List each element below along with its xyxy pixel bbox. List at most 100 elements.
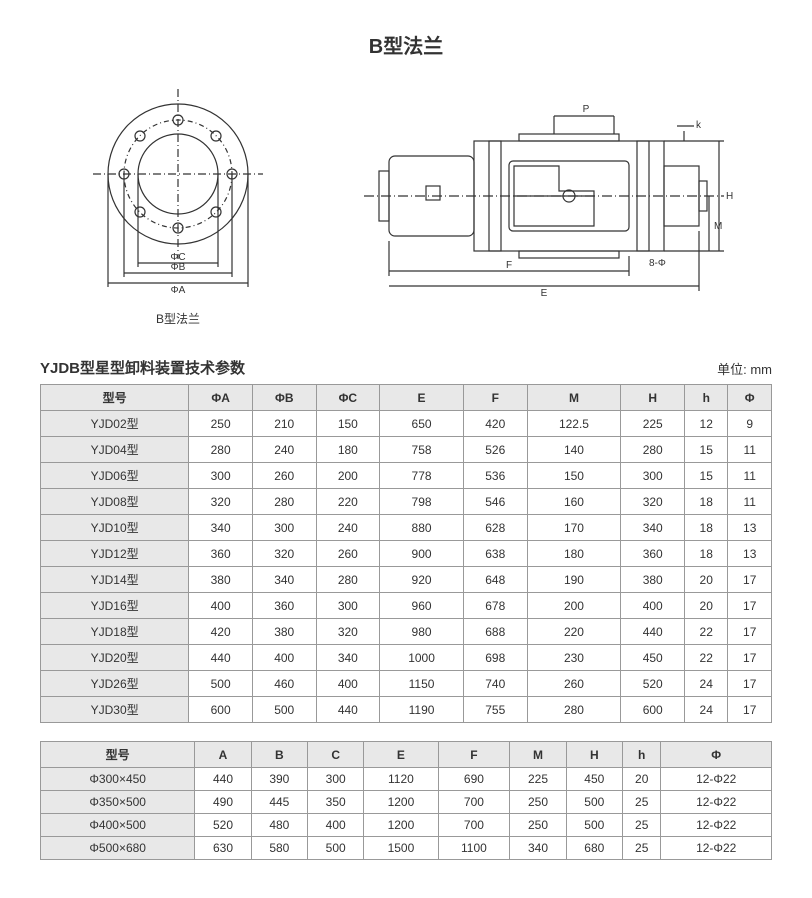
model-cell: Φ400×500 xyxy=(41,814,195,837)
value-cell: 445 xyxy=(251,791,307,814)
value-cell: 140 xyxy=(527,437,621,463)
value-cell: 490 xyxy=(195,791,251,814)
value-cell: 300 xyxy=(308,768,364,791)
model-cell: YJD18型 xyxy=(41,619,189,645)
table-row: Φ350×50049044535012007002505002512-Φ22 xyxy=(41,791,772,814)
value-cell: 340 xyxy=(252,567,316,593)
value-cell: 280 xyxy=(527,697,621,723)
value-cell: 15 xyxy=(685,437,728,463)
model-cell: Φ350×500 xyxy=(41,791,195,814)
table-row: YJD04型2802401807585261402801511 xyxy=(41,437,772,463)
value-cell: 150 xyxy=(316,411,380,437)
value-cell: 400 xyxy=(621,593,685,619)
value-cell: 230 xyxy=(527,645,621,671)
value-cell: 420 xyxy=(189,619,253,645)
model-cell: YJD10型 xyxy=(41,515,189,541)
column-header: ΦA xyxy=(189,385,253,411)
value-cell: 500 xyxy=(189,671,253,697)
value-cell: 15 xyxy=(685,463,728,489)
value-cell: 180 xyxy=(527,541,621,567)
value-cell: 380 xyxy=(189,567,253,593)
value-cell: 638 xyxy=(463,541,527,567)
table-row: YJD12型3603202609006381803601813 xyxy=(41,541,772,567)
value-cell: 400 xyxy=(308,814,364,837)
value-cell: 13 xyxy=(728,515,772,541)
value-cell: 170 xyxy=(527,515,621,541)
value-cell: 600 xyxy=(621,697,685,723)
table-row: YJD06型3002602007785361503001511 xyxy=(41,463,772,489)
value-cell: 440 xyxy=(621,619,685,645)
column-header: h xyxy=(685,385,728,411)
value-cell: 11 xyxy=(728,489,772,515)
value-cell: 758 xyxy=(380,437,464,463)
value-cell: 220 xyxy=(527,619,621,645)
column-header: F xyxy=(463,385,527,411)
table-row: Φ500×680630580500150011003406802512-Φ22 xyxy=(41,837,772,860)
value-cell: 11 xyxy=(728,463,772,489)
label-P: P xyxy=(583,104,590,115)
column-header: M xyxy=(510,742,566,768)
value-cell: 18 xyxy=(685,515,728,541)
value-cell: 1100 xyxy=(438,837,510,860)
value-cell: 12-Φ22 xyxy=(661,768,772,791)
column-header: H xyxy=(566,742,622,768)
value-cell: 700 xyxy=(438,791,510,814)
column-header: E xyxy=(380,385,464,411)
value-cell: 380 xyxy=(621,567,685,593)
label-phiB: ΦB xyxy=(171,262,186,273)
value-cell: 526 xyxy=(463,437,527,463)
column-header: h xyxy=(622,742,660,768)
spec-table-2: 型号ABCEFMHhΦ Φ300×45044039030011206902254… xyxy=(40,741,772,860)
column-header: ΦC xyxy=(316,385,380,411)
value-cell: 320 xyxy=(252,541,316,567)
value-cell: 9 xyxy=(728,411,772,437)
model-cell: Φ500×680 xyxy=(41,837,195,860)
page-title: B型法兰 xyxy=(40,30,772,59)
label-M: M xyxy=(714,221,722,232)
flange-diagram: ΦC ΦB ΦA B型法兰 xyxy=(78,79,278,327)
value-cell: 740 xyxy=(463,671,527,697)
value-cell: 600 xyxy=(189,697,253,723)
label-phiA: ΦA xyxy=(171,285,186,296)
value-cell: 12-Φ22 xyxy=(661,814,772,837)
table-row: YJD02型250210150650420122.5225129 xyxy=(41,411,772,437)
column-header: H xyxy=(621,385,685,411)
table-row: YJD14型3803402809206481903802017 xyxy=(41,567,772,593)
value-cell: 25 xyxy=(622,814,660,837)
value-cell: 520 xyxy=(195,814,251,837)
value-cell: 628 xyxy=(463,515,527,541)
value-cell: 980 xyxy=(380,619,464,645)
value-cell: 350 xyxy=(308,791,364,814)
value-cell: 360 xyxy=(189,541,253,567)
value-cell: 536 xyxy=(463,463,527,489)
value-cell: 440 xyxy=(195,768,251,791)
value-cell: 680 xyxy=(566,837,622,860)
value-cell: 180 xyxy=(316,437,380,463)
diagram-area: ΦC ΦB ΦA B型法兰 xyxy=(40,79,772,327)
value-cell: 630 xyxy=(195,837,251,860)
value-cell: 520 xyxy=(621,671,685,697)
flange-caption: B型法兰 xyxy=(78,310,278,327)
value-cell: 150 xyxy=(527,463,621,489)
column-header: C xyxy=(308,742,364,768)
value-cell: 280 xyxy=(316,567,380,593)
model-cell: YJD08型 xyxy=(41,489,189,515)
value-cell: 18 xyxy=(685,541,728,567)
label-F: F xyxy=(506,260,512,271)
value-cell: 17 xyxy=(728,671,772,697)
value-cell: 12 xyxy=(685,411,728,437)
value-cell: 340 xyxy=(621,515,685,541)
value-cell: 225 xyxy=(621,411,685,437)
value-cell: 12-Φ22 xyxy=(661,837,772,860)
value-cell: 17 xyxy=(728,619,772,645)
value-cell: 390 xyxy=(251,768,307,791)
value-cell: 220 xyxy=(316,489,380,515)
model-cell: YJD20型 xyxy=(41,645,189,671)
value-cell: 580 xyxy=(251,837,307,860)
value-cell: 460 xyxy=(252,671,316,697)
value-cell: 440 xyxy=(189,645,253,671)
column-header: 型号 xyxy=(41,742,195,768)
value-cell: 11 xyxy=(728,437,772,463)
value-cell: 440 xyxy=(316,697,380,723)
spec-table-1: 型号ΦAΦBΦCEFMHhΦ YJD02型250210150650420122.… xyxy=(40,384,772,723)
